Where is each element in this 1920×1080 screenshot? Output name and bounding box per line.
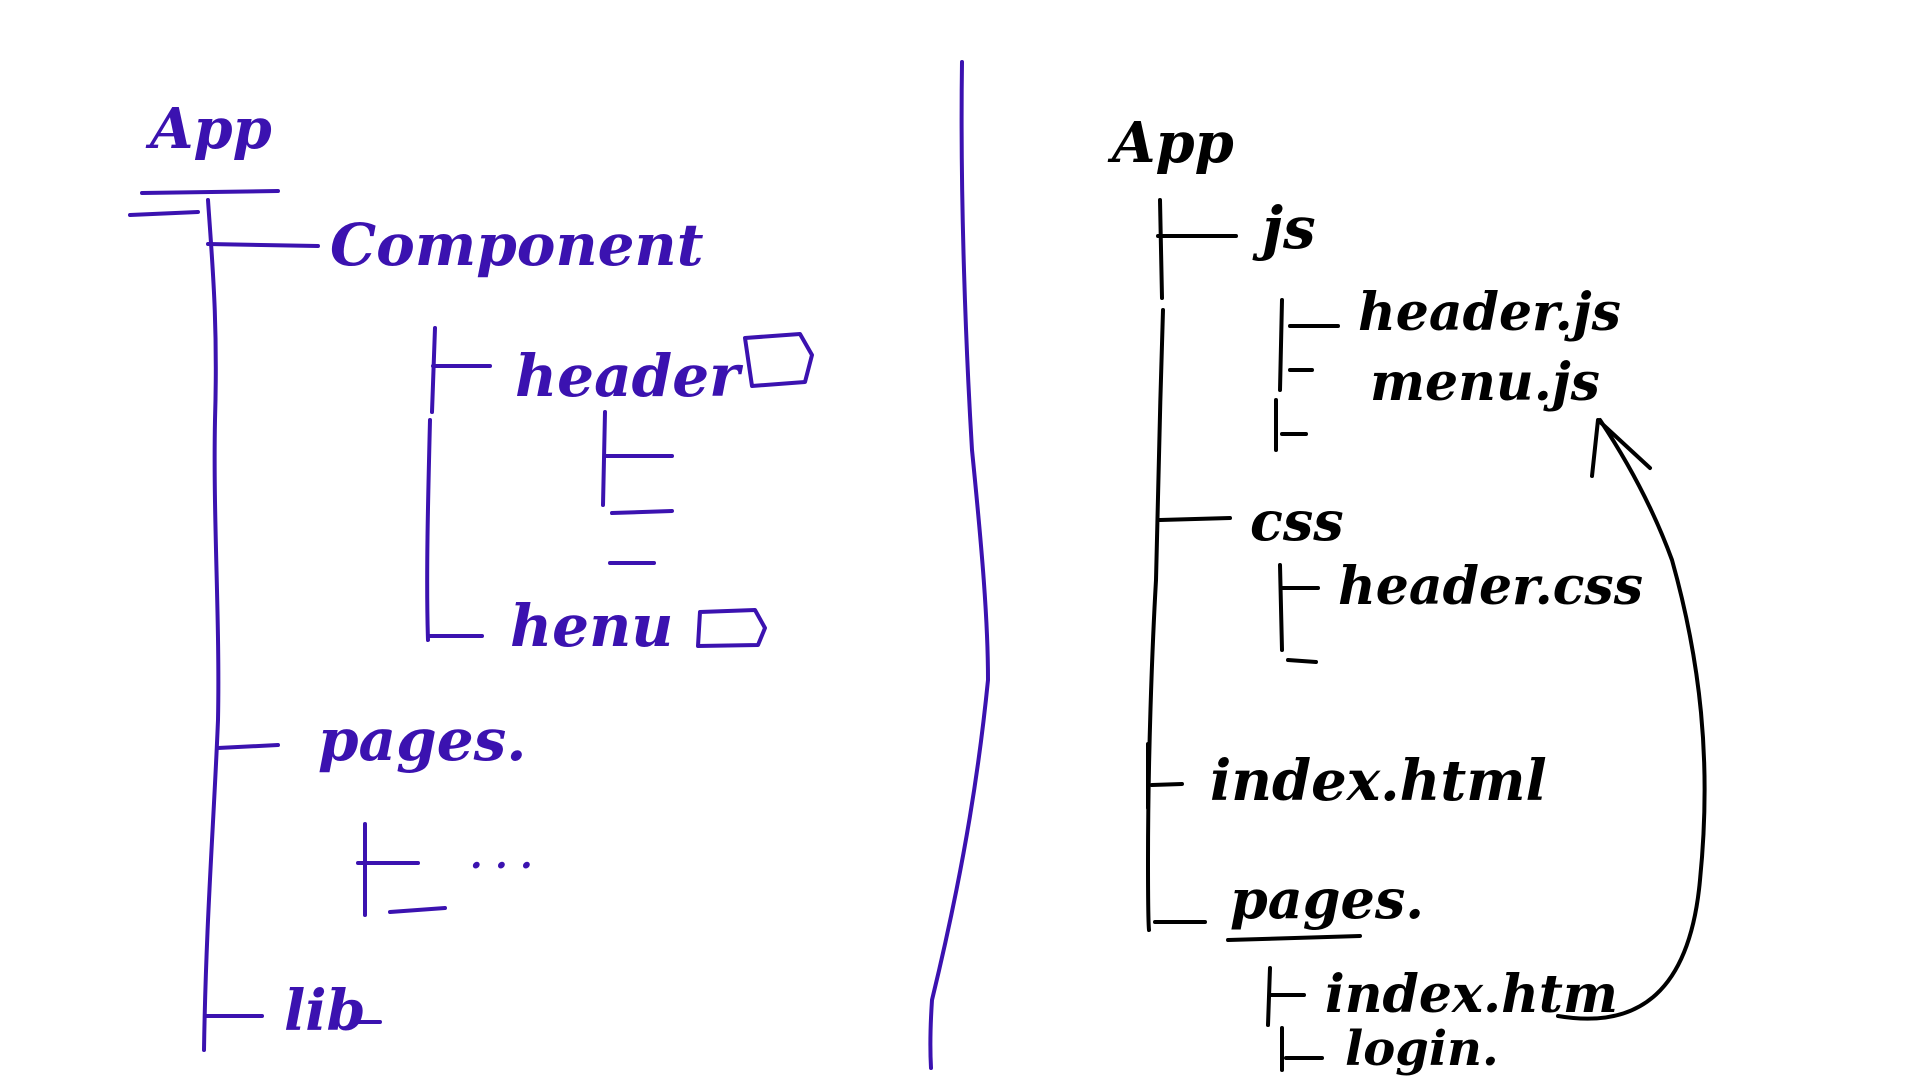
reference-arrow-curve [1556, 418, 1707, 1021]
header-folder-icon [743, 332, 814, 388]
right-css-vline [1278, 563, 1284, 652]
right-node-pages-login: login. [1345, 1021, 1499, 1077]
left-header-vline [601, 410, 607, 507]
left-pages-child-2 [388, 906, 447, 914]
right-trunk-line [1146, 198, 1165, 932]
right-branch-css [1158, 516, 1232, 522]
left-node-pages-more: · · · [470, 845, 533, 887]
right-node-header-js: header.js [1358, 282, 1621, 343]
right-node-js: js [1252, 194, 1316, 262]
left-node-pages: pages. [318, 706, 526, 774]
right-node-header-css: header.css [1338, 556, 1643, 617]
left-node-component: Component [330, 211, 704, 279]
menu-folder-icon [696, 608, 767, 648]
right-node-css: css [1250, 489, 1344, 553]
left-trunk-line [202, 198, 221, 1052]
right-branch-css-more [1286, 658, 1318, 664]
right-node-menu-js: menu.js [1370, 352, 1600, 413]
left-node-header: header [515, 342, 744, 410]
right-node-pages-index: index.htm [1325, 964, 1618, 1025]
right-pages-underline [1226, 934, 1362, 942]
right-tree: App js header.js menu.js css header.css … [1107, 110, 1707, 1077]
left-tree: App Component header henu pages. · · · l… [128, 96, 814, 1052]
left-node-menu: henu [510, 592, 673, 660]
reference-arrow-head [1590, 418, 1652, 478]
left-component-vline [425, 326, 437, 642]
left-root-underline [140, 189, 280, 195]
left-root-underline-2 [128, 210, 200, 217]
right-pages-vline [1266, 966, 1284, 1072]
left-branch-pages [216, 743, 280, 750]
left-header-child-2 [610, 509, 674, 515]
right-root-label: App [1107, 110, 1234, 176]
right-branch-index-html [1150, 782, 1184, 787]
left-root-label: App [145, 96, 272, 162]
right-node-index-html: index.html [1210, 748, 1547, 814]
left-node-lib: lib [284, 978, 366, 1044]
left-branch-component [206, 242, 320, 248]
right-node-pages: pages. [1230, 867, 1424, 931]
right-js-vline [1274, 298, 1284, 452]
center-divider-line [928, 60, 990, 1070]
